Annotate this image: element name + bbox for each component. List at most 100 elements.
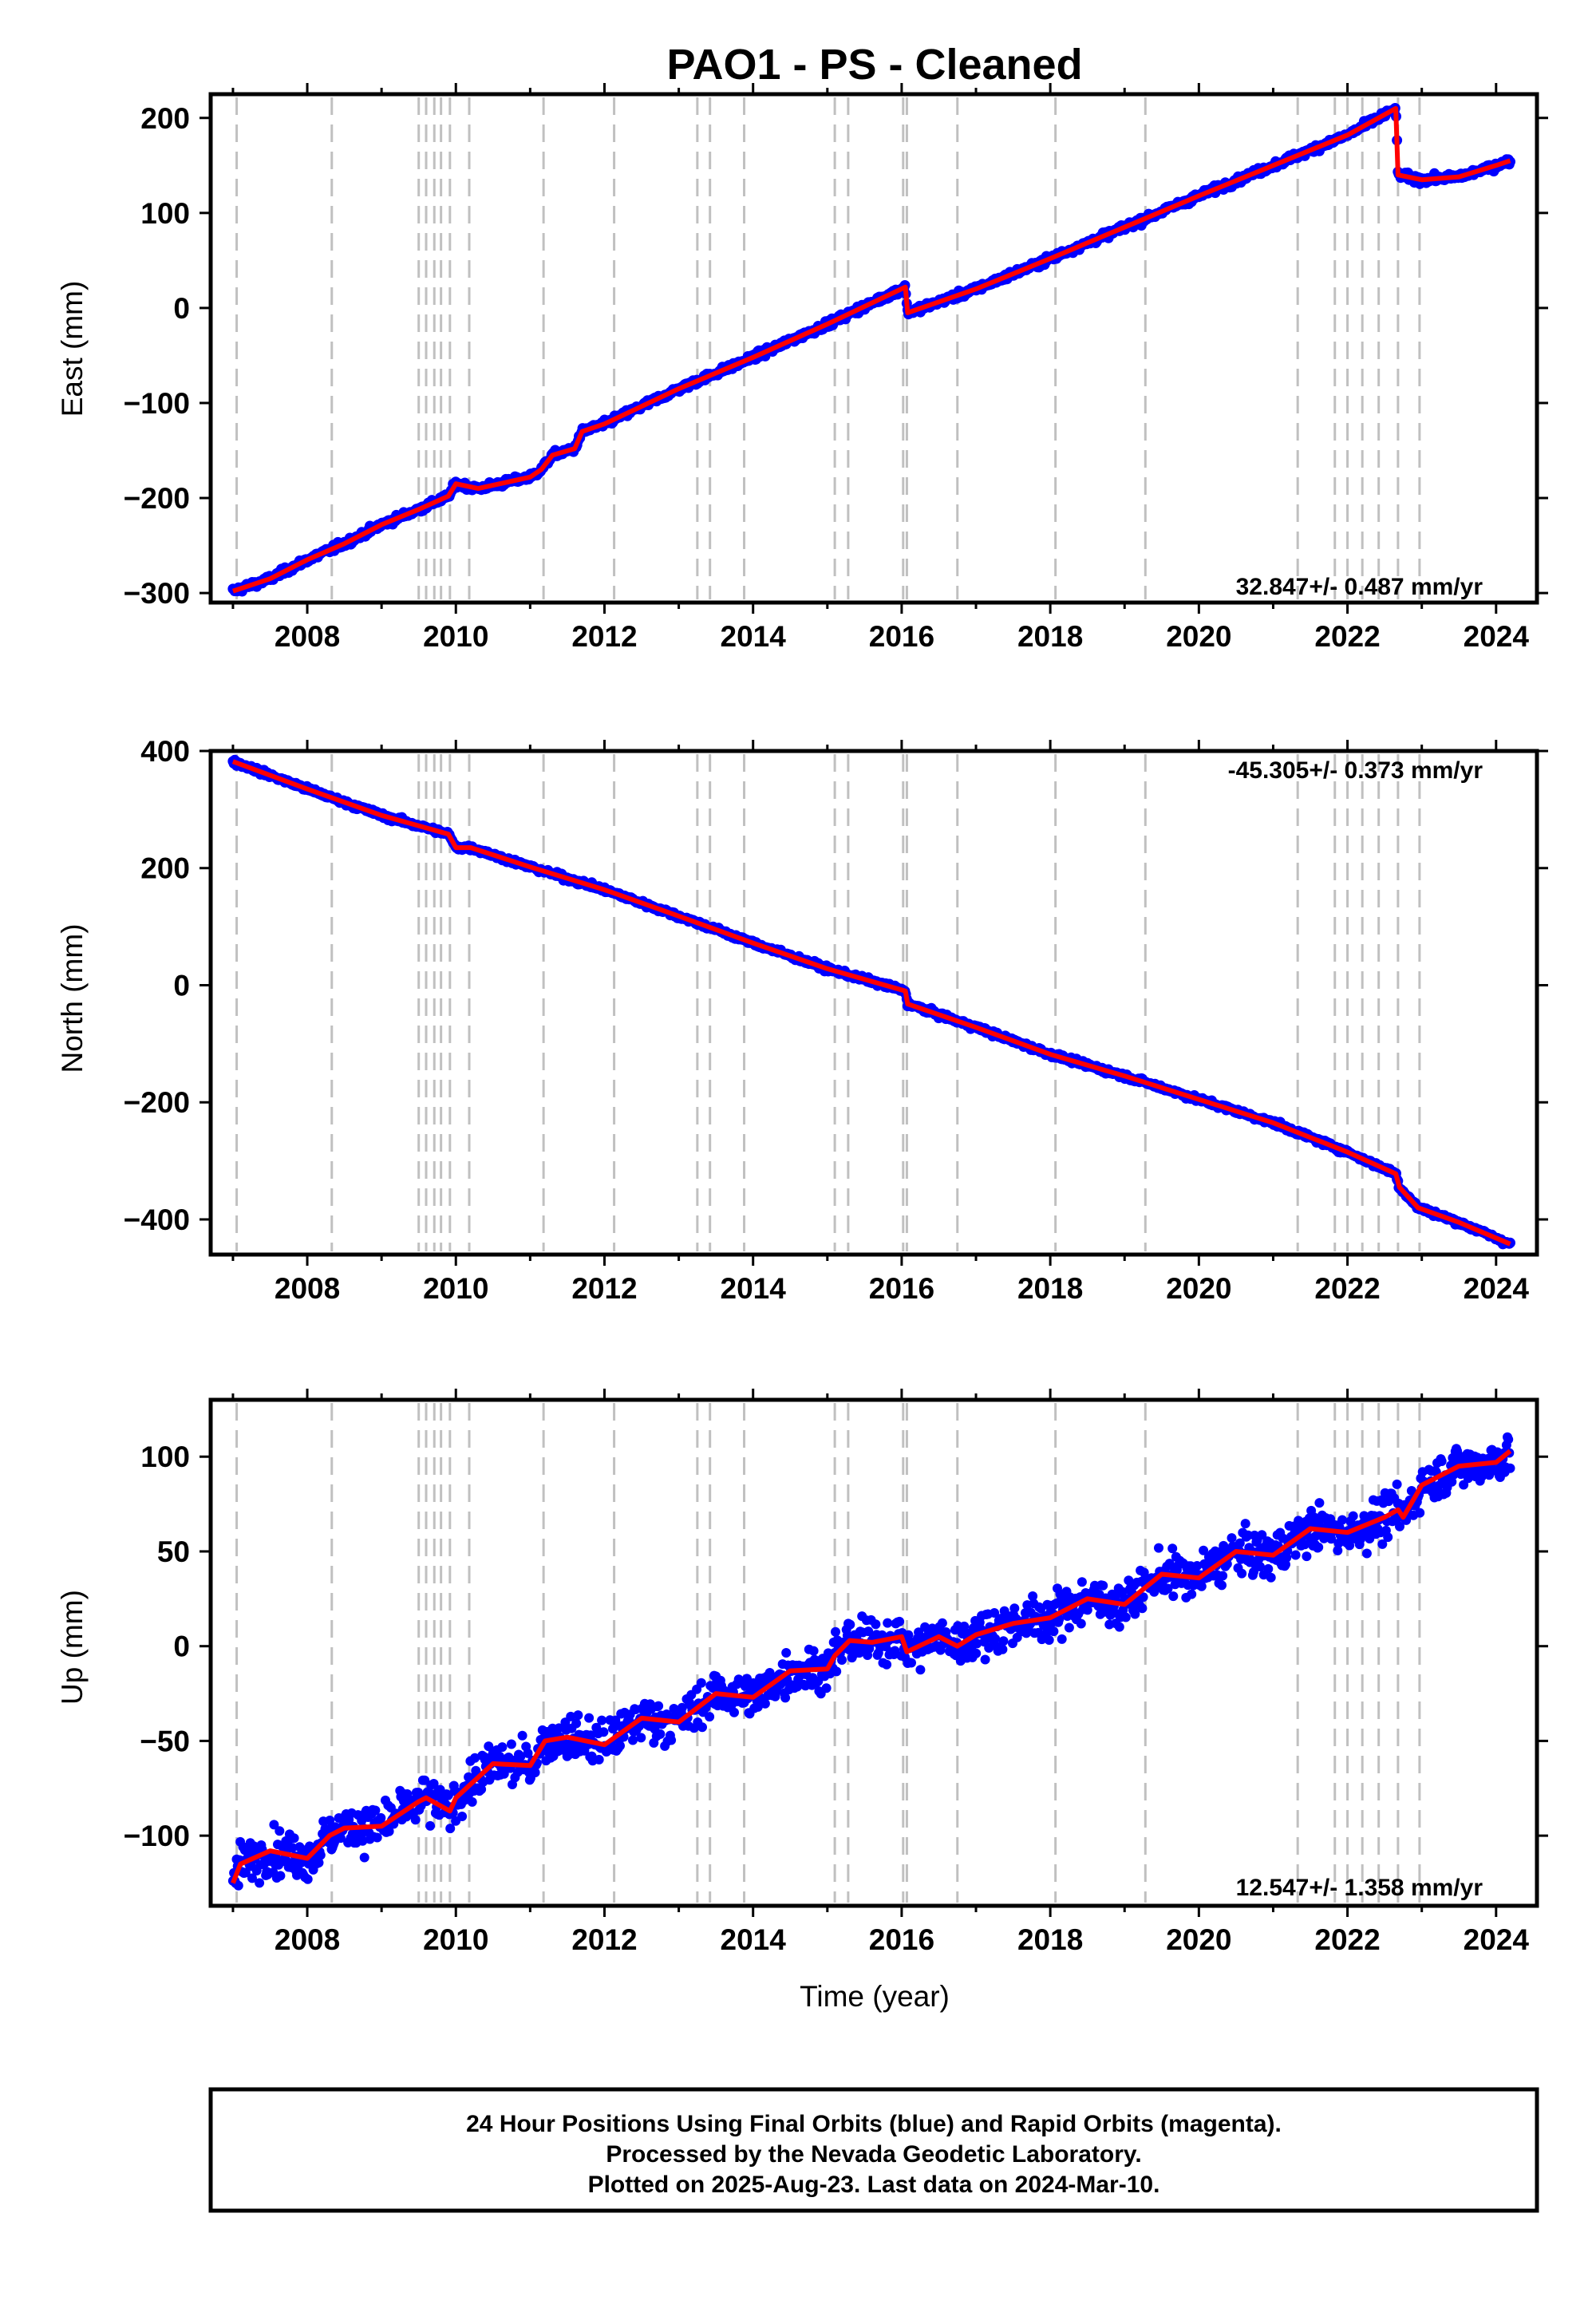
up-data-point (470, 1753, 480, 1763)
up-data-point (255, 1878, 265, 1888)
up-data-point (573, 1710, 583, 1721)
up-x-tick-label: 2016 (869, 1923, 934, 1956)
up-y-tick-label: −50 (140, 1725, 190, 1757)
up-data-point (429, 1779, 439, 1788)
east-frame (208, 92, 1539, 605)
east-panel: 2008 2010 2012 2014 2016 2018 2020 2022 2024 −300… (56, 83, 1548, 653)
up-data-point (1290, 1550, 1301, 1560)
up-data-point (594, 1754, 604, 1765)
footer-line-3: Plotted on 2025-Aug-23. Last data on 202… (588, 2172, 1160, 2198)
north-y-axis-label: North (mm) (56, 923, 89, 1073)
figure-title: PAO1 - PS - Cleaned (666, 41, 1082, 89)
up-data-point (1392, 1479, 1402, 1489)
up-data-point (1395, 1521, 1404, 1531)
up-data-point (1377, 1539, 1388, 1549)
up-data-point (302, 1874, 313, 1884)
up-data-point (998, 1636, 1009, 1646)
east-model-line (231, 105, 1511, 594)
up-data-point (990, 1634, 1001, 1644)
up-data-point (517, 1730, 527, 1741)
up-data-point (1196, 1581, 1207, 1591)
up-data-point (584, 1713, 595, 1723)
north-x-tick-label: 2014 (721, 1272, 787, 1305)
up-data-point (1266, 1572, 1276, 1583)
up-data-point (972, 1638, 982, 1649)
up-data-point (530, 1768, 540, 1777)
up-y-tick-label: 100 (140, 1441, 190, 1473)
up-data-point (808, 1646, 819, 1656)
up-x-tick-label: 2018 (1017, 1923, 1083, 1956)
up-data-point (837, 1655, 847, 1665)
east-x-tick-label: 2018 (1017, 620, 1083, 653)
up-x-tick-label: 2022 (1314, 1923, 1380, 1956)
up-data-point (1218, 1571, 1228, 1581)
up-data-point (895, 1616, 905, 1626)
up-frame (208, 1397, 1539, 1908)
up-y-tick-label: −100 (124, 1820, 190, 1852)
up-data-point (1436, 1456, 1447, 1466)
up-data-point (467, 1796, 477, 1807)
up-data-point (325, 1816, 335, 1825)
up-data-point (1263, 1563, 1274, 1574)
north-x-tick-label: 2022 (1314, 1272, 1380, 1305)
up-data-point (445, 1824, 456, 1834)
up-data-point (1300, 1539, 1310, 1550)
up-data-point (753, 1701, 763, 1712)
up-data-point (1192, 1561, 1203, 1571)
up-data-point (697, 1722, 707, 1733)
up-data-point (1114, 1622, 1124, 1632)
north-y-tick-label: −200 (124, 1086, 190, 1119)
up-data-point (497, 1742, 508, 1753)
up-data-point (1064, 1622, 1074, 1633)
up-x-tick-label: 2020 (1166, 1923, 1231, 1956)
up-data-point (1137, 1603, 1148, 1614)
up-data-point (1028, 1591, 1038, 1601)
up-data-point (990, 1608, 1000, 1618)
up-x-tick-label: 2012 (571, 1923, 637, 1956)
up-data-point (1282, 1552, 1292, 1563)
north-y-tick-label: 200 (140, 852, 190, 885)
up-data-point (1077, 1577, 1087, 1587)
up-data-point (696, 1678, 706, 1688)
up-data-point (1044, 1635, 1054, 1645)
up-data-point (1120, 1612, 1131, 1622)
up-data-point (1326, 1534, 1337, 1544)
up-data-point (636, 1733, 646, 1743)
up-data-point (915, 1665, 926, 1675)
up-data-point (705, 1712, 715, 1722)
up-data-point (1361, 1548, 1372, 1559)
up-data-point (971, 1648, 982, 1658)
up-data-point (598, 1727, 609, 1737)
up-data-point (315, 1850, 326, 1860)
up-data-point (1302, 1551, 1312, 1562)
north-model-line (231, 759, 1511, 1247)
east-y-ticks (200, 117, 1548, 595)
up-data-point (240, 1867, 251, 1878)
up-x-tick-label: 2014 (721, 1923, 787, 1956)
up-y-axis-label: Up (mm) (56, 1590, 89, 1705)
up-data-point (760, 1698, 770, 1709)
up-data-point (370, 1805, 381, 1816)
up-data-point (781, 1648, 792, 1658)
footer-line-1: 24 Hour Positions Using Final Orbits (bl… (466, 2111, 1282, 2137)
up-data-point (1154, 1543, 1163, 1553)
east-y-tick-label: 100 (140, 197, 190, 230)
up-y-tick-label: 0 (173, 1630, 190, 1663)
east-x-tick-label: 2010 (423, 620, 488, 653)
up-data-point (1240, 1519, 1250, 1529)
east-x-tick-label: 2014 (721, 620, 787, 653)
up-data-point (359, 1852, 369, 1863)
up-x-tick-label: 2010 (423, 1923, 488, 1956)
x-axis-label: Time (year) (800, 1980, 950, 2013)
east-y-axis-label: East (mm) (56, 281, 89, 417)
north-panel: 2008 2010 2012 2014 2016 2018 2020 2022 2024 −400… (56, 735, 1548, 1305)
east-rate-label: 32.847+/- 0.487 mm/yr (1236, 574, 1483, 600)
up-data-point (903, 1630, 914, 1640)
up-data-point (335, 1833, 346, 1844)
up-data-point (1257, 1530, 1267, 1540)
north-x-tick-label: 2008 (275, 1272, 340, 1305)
up-data-point (628, 1735, 638, 1745)
up-data-point (289, 1833, 299, 1844)
north-y-tick-label: 400 (140, 735, 190, 768)
up-data-point (1255, 1562, 1265, 1571)
